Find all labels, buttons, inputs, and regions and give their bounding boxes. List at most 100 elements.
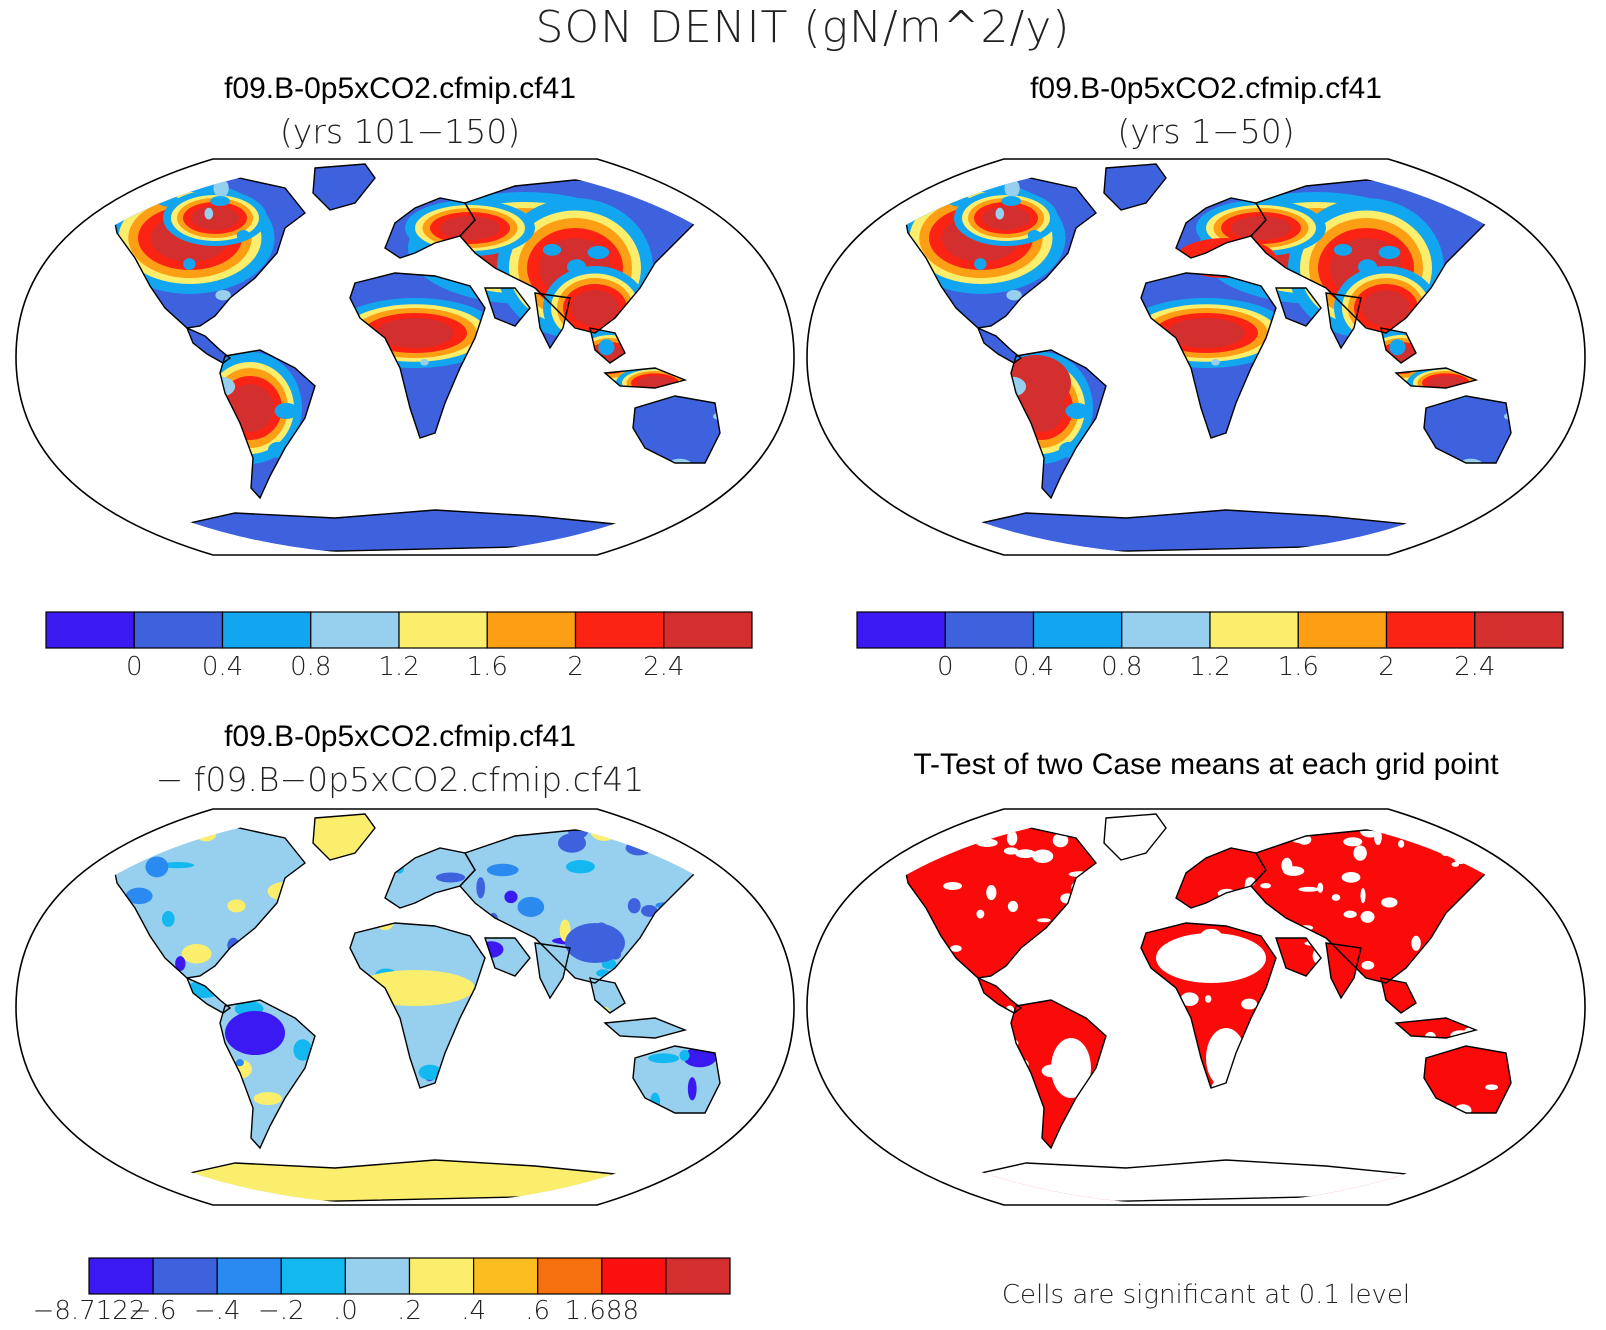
insignificant-cell	[810, 1142, 826, 1157]
colorbar-tick-label: 0.4	[1012, 652, 1055, 682]
field-blob	[824, 350, 843, 368]
insignificant-cell	[1060, 893, 1075, 904]
insignificant-cell	[1451, 862, 1460, 867]
field-blob	[726, 1059, 755, 1072]
insignificant-cell	[1241, 998, 1258, 1010]
field-blob	[1517, 336, 1526, 348]
panel-case1-subtitle: (yrs 101−150)	[279, 112, 521, 151]
coastline-australia	[1423, 395, 1512, 464]
colorbar-tick-label: 1.2	[1189, 652, 1231, 682]
colorbar-case1-ticks: 0 0.4 0.8 1.2 1.6 2 2.4	[46, 652, 752, 686]
insignificant-cell	[1304, 940, 1322, 946]
insignificant-cell	[1151, 993, 1158, 1004]
map-boundary	[15, 158, 795, 556]
insignificant-cell	[1338, 1012, 1344, 1028]
insignificant-cell	[1037, 918, 1051, 923]
coastline-greenland	[312, 813, 376, 861]
insignificant-cell	[1251, 1070, 1273, 1083]
insignificant-cell	[863, 832, 873, 846]
coastline-seAsia	[1380, 327, 1417, 364]
panel-case1-title: f09.B-0p5xCO2.cfmip.cf41	[224, 72, 576, 105]
insignificant-cell	[1138, 1034, 1149, 1043]
insignificant-cell	[1159, 1052, 1180, 1066]
field-blob	[829, 235, 846, 248]
insignificant-cell	[1459, 1040, 1480, 1047]
field-blob	[168, 1041, 179, 1052]
insignificant-cell	[947, 1101, 968, 1117]
field-blob	[709, 357, 720, 374]
insignificant-cell	[976, 909, 985, 919]
coastline-northAmerica	[900, 175, 1097, 329]
field-blob	[442, 1070, 459, 1080]
insignificant-cell	[1471, 851, 1476, 857]
colorbar-tick-label: 1.6	[466, 652, 508, 682]
field-blob	[328, 863, 347, 871]
field-blob	[42, 920, 76, 944]
coastline-arabia	[1275, 937, 1322, 977]
insignificant-cell	[1178, 1129, 1188, 1145]
field-blob	[80, 924, 99, 943]
field-blob	[181, 944, 212, 964]
field-blob	[326, 271, 340, 286]
field-blob	[770, 346, 794, 357]
field-blob	[1189, 458, 1205, 478]
insignificant-cell	[901, 930, 903, 943]
field-blob	[196, 471, 222, 484]
field-blob	[145, 856, 169, 878]
coastline-northAmerica	[109, 825, 306, 979]
insignificant-cell	[1533, 845, 1546, 855]
coastline-seAsia	[589, 977, 626, 1014]
field-blob	[697, 914, 714, 935]
coastline-southAmerica	[219, 999, 316, 1150]
field-blob	[598, 339, 615, 356]
insignificant-cell	[902, 956, 908, 968]
field-blob	[148, 836, 180, 844]
colorbar-swatch	[1385, 611, 1476, 649]
insignificant-cell	[1051, 1038, 1091, 1098]
field-blob	[1077, 316, 1092, 329]
land-field	[824, 164, 1582, 555]
insignificant-cell	[1142, 1031, 1161, 1042]
insignificant-cell	[1545, 1035, 1555, 1041]
insignificant-cell	[1068, 871, 1091, 878]
field-blob	[1396, 477, 1420, 485]
insignificant-cell	[1079, 967, 1089, 977]
field-blob	[24, 914, 54, 936]
field-blob	[322, 1137, 341, 1147]
field-blob	[315, 885, 326, 898]
field-blob	[274, 402, 299, 419]
field-blob	[564, 1105, 590, 1113]
coastline-northAmerica	[109, 175, 306, 329]
field-blob	[1058, 441, 1080, 458]
colorbar-swatch	[280, 1257, 347, 1295]
field-blob	[627, 898, 641, 914]
field-blob	[387, 449, 406, 463]
field-blob	[1170, 413, 1180, 421]
field-blob	[987, 471, 1013, 484]
field-blob	[1561, 366, 1582, 377]
coastline-africa	[1140, 922, 1277, 1089]
field-blob	[1014, 459, 1029, 474]
field-blob	[143, 1026, 165, 1045]
insignificant-cell	[853, 962, 860, 967]
field-blob	[464, 1104, 483, 1123]
insignificant-cell	[1381, 897, 1398, 908]
field-blob	[519, 465, 530, 480]
insignificant-cell	[860, 980, 866, 996]
field-blob	[670, 823, 703, 838]
field-blob	[1274, 481, 1291, 498]
field-blob	[376, 318, 454, 348]
field-blob	[1006, 289, 1022, 301]
field-blob	[1116, 235, 1127, 253]
insignificant-cell	[1539, 1066, 1551, 1071]
field-blob	[679, 1049, 690, 1062]
field-blob	[488, 1119, 499, 1131]
insignificant-cell	[830, 1036, 838, 1044]
field-blob	[616, 1060, 626, 1082]
field-blob	[1065, 402, 1090, 419]
coastline-greenland	[1103, 813, 1167, 861]
insignificant-cell	[1003, 847, 1019, 855]
field-blob	[418, 1064, 442, 1080]
insignificant-cell	[1149, 997, 1172, 1007]
significance-footnote: Cells are significant at 0.1 level	[1001, 1280, 1411, 1310]
